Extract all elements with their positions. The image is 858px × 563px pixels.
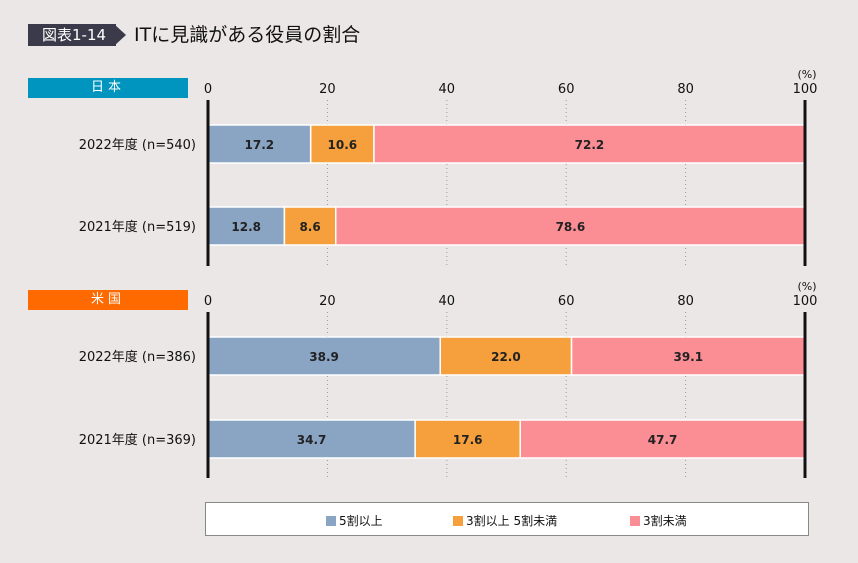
data-label: 34.7 — [297, 433, 327, 447]
chart-title: ITに見識がある役員の割合 — [134, 24, 361, 46]
data-label: 10.6 — [328, 138, 358, 152]
legend-label: 3割未満 — [643, 514, 687, 528]
legend-item: 3割未満 — [630, 512, 687, 529]
legend-swatch — [453, 515, 463, 526]
tick-label: 100 — [793, 82, 818, 97]
region-label-japan: 日本 — [28, 78, 188, 98]
data-label: 38.9 — [309, 350, 339, 364]
arrow-icon — [114, 24, 126, 46]
tick-label: 0 — [204, 82, 212, 97]
legend: 5割以上 3割以上 5割未満 3割未満 — [205, 502, 809, 536]
unit-label: (%) — [797, 280, 816, 293]
bar-segment — [335, 206, 806, 246]
category-label: 2021年度 (n=369) — [79, 432, 196, 448]
category-label: 2022年度 (n=386) — [79, 349, 196, 365]
category-label: 2021年度 (n=519) — [79, 219, 196, 235]
tick-label: 40 — [439, 82, 456, 97]
unit-label: (%) — [797, 68, 816, 81]
bar-segment — [283, 206, 337, 246]
bar-segment — [373, 124, 806, 164]
category-label: 2022年度 (n=540) — [79, 137, 196, 153]
data-label: 22.0 — [491, 350, 521, 364]
legend-item: 5割以上 — [326, 512, 383, 529]
bar-segment — [519, 419, 806, 459]
legend-swatch — [630, 515, 640, 526]
legend-label: 5割以上 — [339, 514, 383, 528]
bar-segment — [414, 419, 521, 459]
tick-label: 80 — [677, 294, 694, 309]
data-label: 72.2 — [575, 138, 605, 152]
tick-label: 60 — [558, 82, 575, 97]
figure-number: 図表1-14 — [28, 24, 117, 46]
bar-segment — [309, 124, 375, 164]
data-label: 17.6 — [453, 433, 483, 447]
tick-label: 0 — [204, 294, 212, 309]
tick-label: 20 — [319, 82, 336, 97]
data-label: 78.6 — [556, 220, 586, 234]
tick-label: 80 — [677, 82, 694, 97]
region-label-us: 米国 — [28, 290, 188, 310]
bar-segment — [570, 336, 806, 376]
bar-segment — [439, 336, 573, 376]
tick-label: 40 — [439, 294, 456, 309]
legend-item: 3割以上 5割未満 — [453, 512, 557, 529]
legend-label: 3割以上 5割未満 — [466, 514, 558, 528]
data-label: 17.2 — [245, 138, 275, 152]
tick-label: 20 — [319, 294, 336, 309]
bar-segment — [207, 206, 286, 246]
data-label: 12.8 — [231, 220, 261, 234]
tick-label: 100 — [793, 294, 818, 309]
data-label: 39.1 — [673, 350, 703, 364]
data-label: 8.6 — [299, 220, 320, 234]
data-label: 47.7 — [648, 433, 678, 447]
tick-label: 60 — [558, 294, 575, 309]
legend-swatch — [326, 515, 336, 526]
